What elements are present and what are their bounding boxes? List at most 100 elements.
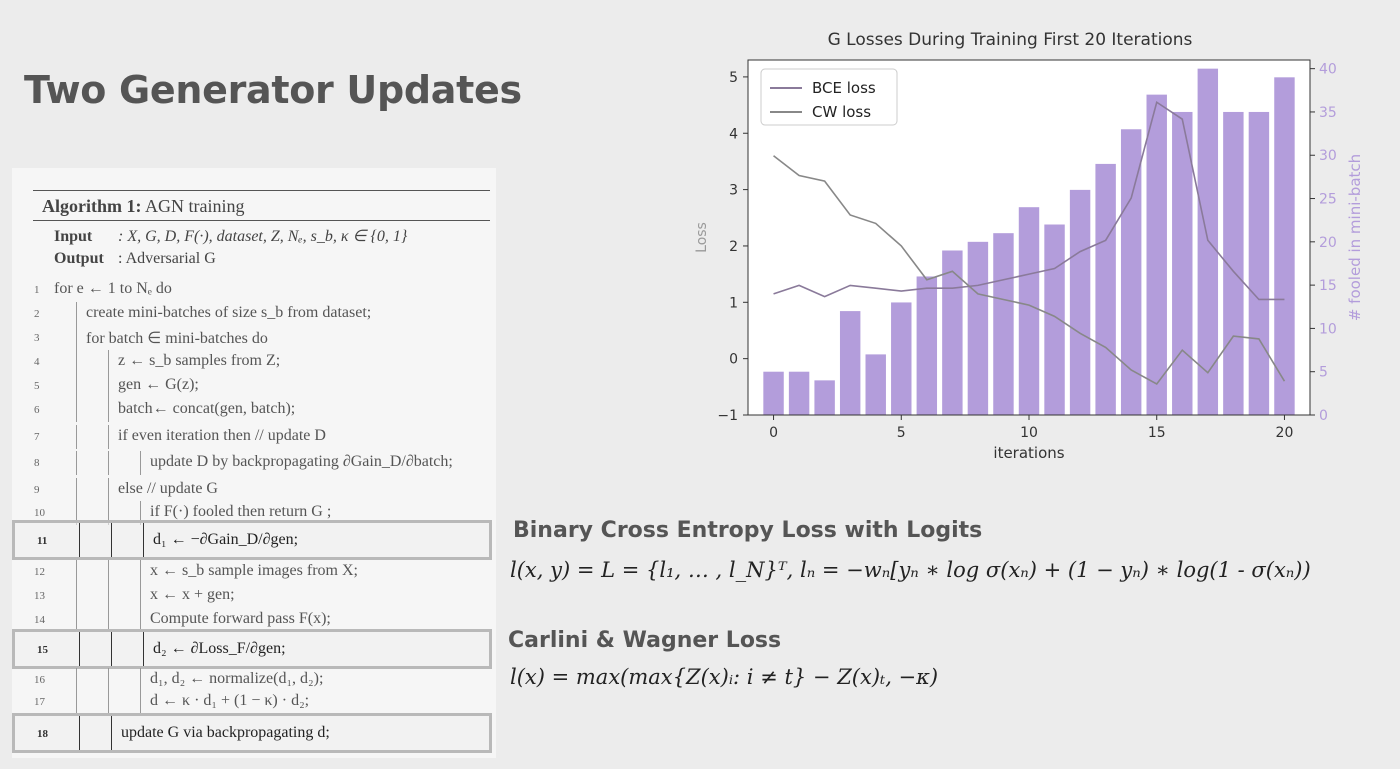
indent-guide <box>108 350 109 374</box>
line-code: update D by backpropagating ∂Gain_D/∂bat… <box>150 453 453 470</box>
fooled-bar <box>891 302 912 415</box>
x-tick-label: 15 <box>1148 425 1166 441</box>
algorithm-line: 13 x ← x + gen; <box>12 584 496 608</box>
indent-guide <box>76 302 77 326</box>
y-right-tick-label: 5 <box>1319 365 1328 381</box>
legend-label: BCE loss <box>812 79 876 97</box>
fooled-bar <box>1146 94 1167 415</box>
y-right-tick-label: 35 <box>1319 105 1337 121</box>
fooled-bar <box>1018 207 1040 415</box>
line-code: Compute forward pass F(x); <box>150 610 331 627</box>
line-number: 7 <box>34 431 40 443</box>
fooled-bar <box>1095 163 1116 415</box>
line-number: 8 <box>34 457 40 469</box>
line-code: d₁, d₂ ← normalize(d₁, d₂); <box>150 670 324 687</box>
slide-title: Two Generator Updates <box>24 68 522 112</box>
indent-guide <box>76 690 77 714</box>
indent-guide <box>140 668 141 692</box>
indent-guide <box>76 584 77 608</box>
fooled-bar <box>788 371 810 415</box>
line-code: batch← concat(gen, batch); <box>118 400 296 417</box>
algorithm-line: 14 Compute forward pass F(x); <box>12 608 496 632</box>
line-number: 13 <box>34 590 45 602</box>
line-number: 15 <box>37 644 48 656</box>
fooled-bar <box>1044 224 1065 415</box>
algorithm-line: 8 update D by backpropagating ∂Gain_D/∂ba… <box>12 451 496 475</box>
indent-guide <box>76 425 77 449</box>
indent-guide <box>140 501 141 525</box>
algorithm-label: Algorithm 1: <box>42 196 142 216</box>
algorithm-line: 2 create mini-batches of size s_b from da… <box>12 302 496 326</box>
bce-title: Binary Cross Entropy Loss with Logits <box>513 518 983 543</box>
indent-guide <box>108 690 109 714</box>
indent-guide <box>140 451 141 475</box>
y-left-tick-label: 0 <box>729 352 738 368</box>
algorithm-line: 5 gen ← G(z); <box>12 374 496 398</box>
indent-guide <box>76 451 77 475</box>
line-code: d ← κ · d₁ + (1 − κ) · d₂; <box>150 692 310 709</box>
fooled-bar <box>763 371 784 415</box>
indent-guide <box>79 632 80 666</box>
y-left-tick-label: 3 <box>729 183 738 199</box>
line-code: update G via backpropagating d; <box>121 724 330 741</box>
highlighted-line: 18 update G via backpropagating d; <box>12 713 492 753</box>
input-text: : X, G, D, F(·), dataset, Z, Nₑ, s_b, κ … <box>118 228 408 245</box>
fooled-bar <box>1248 111 1270 415</box>
algorithm-line: 1 for e ← 1 to Nₑ do <box>12 278 496 302</box>
chart-canvas: 0 5 10 15 20 −1 0 1 2 3 4 5 0 5 10 15 20 25 30 35 40 iteratio… <box>694 59 1364 462</box>
series-line <box>773 100 1285 301</box>
top-rule <box>33 190 490 191</box>
line-code: for batch ∈ mini-batches do <box>86 330 268 347</box>
indent-guide <box>76 374 77 398</box>
y-right-axis-label: # fooled in mini-batch <box>1346 154 1364 321</box>
y-left-tick-label: 2 <box>729 239 738 255</box>
line-code: z ← s_b samples from Z; <box>118 352 281 369</box>
indent-guide <box>108 425 109 449</box>
header-rule <box>33 220 490 221</box>
fooled-bar <box>1197 68 1219 415</box>
line-code: if even iteration then // update D <box>118 427 326 444</box>
indent-guide <box>108 451 109 475</box>
bce-formula: l(x, y) = L = {l₁, … , l_N}ᵀ, lₙ = −wₙ[y… <box>510 558 1311 582</box>
fooled-bar <box>1120 129 1142 415</box>
indent-guide <box>108 398 109 422</box>
indent-guide <box>108 584 109 608</box>
line-number: 12 <box>34 566 45 578</box>
line-number: 11 <box>37 535 48 547</box>
line-code: create mini-batches of size s_b from dat… <box>86 304 372 321</box>
output-label: Output <box>54 250 104 267</box>
algorithm-line: 9 else // update G <box>12 478 496 502</box>
indent-guide <box>108 560 109 584</box>
x-axis-label: iterations <box>993 444 1064 462</box>
fooled-bar <box>1172 111 1193 415</box>
indent-guide <box>108 668 109 692</box>
x-tick-label: 10 <box>1020 425 1038 441</box>
y-right-tick-label: 30 <box>1319 148 1337 164</box>
fooled-bar <box>1069 189 1091 415</box>
legend-label: CW loss <box>812 103 871 121</box>
y-right-tick-label: 25 <box>1319 192 1337 208</box>
indent-guide <box>143 632 144 666</box>
algorithm-line: 4 z ← s_b samples from Z; <box>12 350 496 374</box>
line-number: 9 <box>34 484 40 496</box>
indent-guide <box>79 523 80 557</box>
indent-guide <box>76 326 77 350</box>
line-number: 5 <box>34 380 40 392</box>
y-right-tick-label: 15 <box>1319 278 1337 294</box>
line-code: x ← s_b sample images from X; <box>150 562 358 579</box>
fooled-bar <box>967 241 989 415</box>
algorithm-output: Output: Adversarial G <box>54 250 216 268</box>
y-right-tick-label: 40 <box>1319 62 1337 78</box>
y-right-tick-label: 20 <box>1319 235 1337 251</box>
highlighted-line: 15 d₂ ← ∂Loss_F/∂gen; <box>12 629 492 669</box>
fooled-bar <box>993 233 1014 415</box>
y-left-tick-label: −1 <box>717 408 738 424</box>
indent-guide <box>79 716 80 750</box>
indent-guide <box>111 716 112 750</box>
cw-formula: l(x) = max(max{Z(x)ᵢ: i ≠ t} − Z(x)ₜ, −κ… <box>510 665 939 689</box>
fooled-bar <box>916 276 938 415</box>
algorithm-line: 12 x ← s_b sample images from X; <box>12 560 496 584</box>
line-code: gen ← G(z); <box>118 376 199 393</box>
fooled-bar <box>814 380 835 415</box>
indent-guide <box>108 608 109 632</box>
